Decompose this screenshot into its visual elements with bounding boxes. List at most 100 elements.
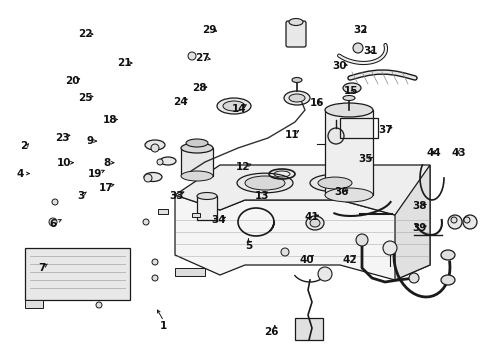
Bar: [325, 110, 372, 195]
Circle shape: [317, 267, 331, 281]
Text: 1: 1: [160, 321, 167, 331]
Text: 17: 17: [99, 183, 114, 193]
Text: 44: 44: [426, 148, 441, 158]
Text: 20: 20: [65, 76, 80, 86]
Ellipse shape: [305, 216, 324, 230]
Ellipse shape: [440, 250, 454, 260]
Ellipse shape: [291, 77, 302, 82]
Circle shape: [49, 218, 57, 226]
Ellipse shape: [342, 95, 354, 100]
Ellipse shape: [181, 143, 213, 153]
Ellipse shape: [244, 176, 285, 190]
Bar: [175, 268, 205, 276]
Ellipse shape: [160, 157, 176, 165]
Text: 9: 9: [87, 136, 94, 146]
Text: 27: 27: [195, 53, 210, 63]
Text: 7: 7: [38, 263, 45, 273]
Ellipse shape: [143, 172, 162, 181]
Text: 11: 11: [285, 130, 299, 140]
Circle shape: [143, 174, 152, 182]
Bar: [158, 209, 168, 214]
Text: 15: 15: [343, 86, 358, 96]
Text: 19: 19: [88, 168, 102, 179]
Text: 43: 43: [450, 148, 465, 158]
FancyBboxPatch shape: [285, 21, 305, 47]
Ellipse shape: [325, 103, 372, 117]
Circle shape: [152, 275, 158, 281]
Ellipse shape: [440, 275, 454, 285]
Text: 41: 41: [304, 212, 319, 222]
Circle shape: [152, 259, 158, 265]
Ellipse shape: [325, 188, 372, 202]
Polygon shape: [25, 248, 130, 300]
Ellipse shape: [185, 139, 207, 147]
Text: 23: 23: [55, 132, 70, 143]
Ellipse shape: [145, 140, 164, 150]
Circle shape: [157, 159, 163, 165]
Ellipse shape: [223, 101, 244, 111]
Circle shape: [187, 52, 196, 60]
Text: 21: 21: [117, 58, 132, 68]
Ellipse shape: [342, 83, 360, 93]
Text: 22: 22: [78, 29, 93, 39]
Text: 2: 2: [20, 141, 27, 151]
Ellipse shape: [288, 18, 303, 26]
Polygon shape: [175, 195, 429, 280]
Bar: [181, 148, 213, 176]
Text: 6: 6: [49, 219, 56, 229]
Text: 33: 33: [169, 191, 184, 201]
Circle shape: [281, 248, 288, 256]
Circle shape: [142, 219, 149, 225]
Ellipse shape: [288, 94, 305, 102]
Text: 32: 32: [353, 24, 367, 35]
Text: 42: 42: [342, 255, 356, 265]
Text: 4: 4: [17, 168, 24, 179]
Circle shape: [462, 215, 476, 229]
Text: 13: 13: [254, 191, 268, 201]
Ellipse shape: [237, 173, 292, 193]
Bar: [294, 318, 323, 340]
Ellipse shape: [181, 171, 213, 181]
Ellipse shape: [197, 193, 217, 199]
Text: 14: 14: [231, 104, 245, 114]
Circle shape: [382, 241, 396, 255]
Ellipse shape: [309, 219, 319, 227]
Text: 5: 5: [244, 240, 251, 251]
Bar: [197, 196, 217, 220]
Text: 31: 31: [363, 46, 377, 56]
Text: 3: 3: [77, 191, 84, 201]
Text: 26: 26: [264, 327, 278, 337]
Text: 28: 28: [192, 83, 206, 93]
Text: 24: 24: [172, 96, 187, 107]
Circle shape: [52, 199, 58, 205]
Text: 16: 16: [309, 98, 324, 108]
Circle shape: [447, 215, 461, 229]
Text: 40: 40: [299, 255, 314, 265]
Bar: [339, 118, 377, 138]
Text: 34: 34: [211, 215, 226, 225]
Text: 8: 8: [103, 158, 110, 168]
Bar: [192, 213, 200, 217]
Text: 38: 38: [411, 201, 426, 211]
Circle shape: [463, 217, 469, 223]
Ellipse shape: [217, 98, 250, 114]
Polygon shape: [394, 165, 429, 280]
Text: 36: 36: [333, 186, 348, 197]
Circle shape: [352, 43, 362, 53]
Circle shape: [408, 273, 418, 283]
Circle shape: [450, 217, 456, 223]
Text: 18: 18: [102, 114, 117, 125]
Text: 29: 29: [202, 24, 216, 35]
Text: 25: 25: [78, 93, 93, 103]
Ellipse shape: [284, 91, 309, 105]
Text: 35: 35: [358, 154, 372, 164]
Text: 37: 37: [377, 125, 392, 135]
Circle shape: [355, 234, 367, 246]
Circle shape: [96, 302, 102, 308]
Circle shape: [151, 144, 159, 152]
Circle shape: [327, 128, 343, 144]
Text: 10: 10: [57, 158, 72, 168]
Ellipse shape: [317, 177, 351, 189]
Ellipse shape: [309, 174, 359, 192]
Bar: [25, 300, 43, 308]
